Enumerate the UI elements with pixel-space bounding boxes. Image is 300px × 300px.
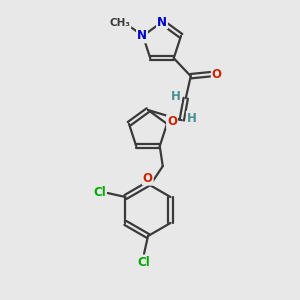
Text: N: N xyxy=(137,29,147,42)
Text: CH₃: CH₃ xyxy=(110,18,130,28)
Text: O: O xyxy=(167,115,177,128)
Text: Cl: Cl xyxy=(138,256,150,268)
Text: H: H xyxy=(187,112,197,125)
Text: N: N xyxy=(157,16,167,28)
Text: O: O xyxy=(143,172,153,185)
Text: H: H xyxy=(171,90,181,103)
Text: Cl: Cl xyxy=(93,187,106,200)
Text: O: O xyxy=(212,68,222,81)
